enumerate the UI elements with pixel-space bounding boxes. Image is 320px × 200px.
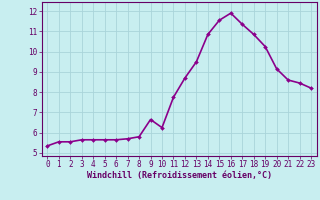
X-axis label: Windchill (Refroidissement éolien,°C): Windchill (Refroidissement éolien,°C) — [87, 171, 272, 180]
